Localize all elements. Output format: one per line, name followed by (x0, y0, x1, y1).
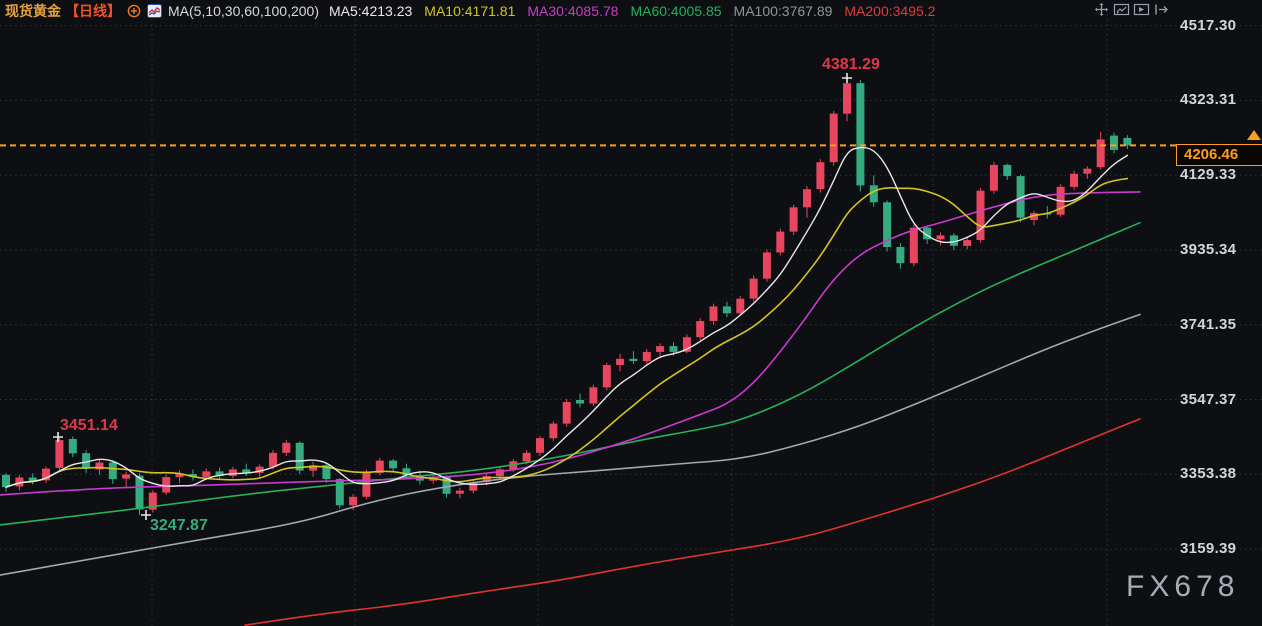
auto-scale-icon[interactable] (1113, 2, 1130, 17)
chart-logo-icon (147, 4, 162, 18)
chart-header: 现货黄金 【日线】 MA(5,10,30,60,100,200) MA5:421… (5, 2, 947, 20)
y-axis-tick-label: 3935.34 (1180, 240, 1237, 258)
y-axis-tick-label: 3159.39 (1180, 540, 1237, 558)
go-to-realtime-icon[interactable] (1133, 2, 1150, 17)
current-price-label: 4206.46 (1176, 144, 1262, 167)
ma60-value: MA60:4005.85 (630, 3, 722, 19)
y-axis-tick-label: 3353.38 (1180, 465, 1237, 483)
chart-toolbar (1093, 2, 1170, 17)
symbol-name: 现货黄金 (5, 3, 61, 19)
ma200-value: MA200:3495.2 (844, 3, 936, 19)
price-annotation-high: 4381.29 (822, 56, 880, 73)
y-axis-tick-label: 4323.31 (1180, 91, 1237, 109)
ma30-value: MA30:4085.78 (527, 3, 619, 19)
ma100-value: MA100:3767.89 (733, 3, 833, 19)
timeframe-label: 【日线】 (65, 3, 121, 19)
y-axis-tick-label: 3547.37 (1180, 390, 1237, 408)
y-axis-tick-label: 4517.30 (1180, 16, 1237, 34)
watermark: FX678 (1126, 570, 1240, 603)
price-annotation-low: 3247.87 (150, 517, 208, 534)
pan-move-icon[interactable] (1093, 2, 1110, 17)
ma10-value: MA10:4171.81 (424, 3, 516, 19)
price-annotation-high: 3451.14 (60, 417, 118, 434)
y-axis-tick-label: 3741.35 (1180, 315, 1237, 333)
ma5-value: MA5:4213.23 (329, 3, 413, 19)
collapse-panel-icon[interactable] (1153, 2, 1170, 17)
compare-add-icon[interactable] (127, 4, 141, 18)
ma-settings-label: MA(5,10,30,60,100,200) (168, 3, 319, 19)
price-up-arrow-icon (1247, 130, 1261, 141)
y-axis-tick-label: 4129.33 (1180, 166, 1237, 184)
